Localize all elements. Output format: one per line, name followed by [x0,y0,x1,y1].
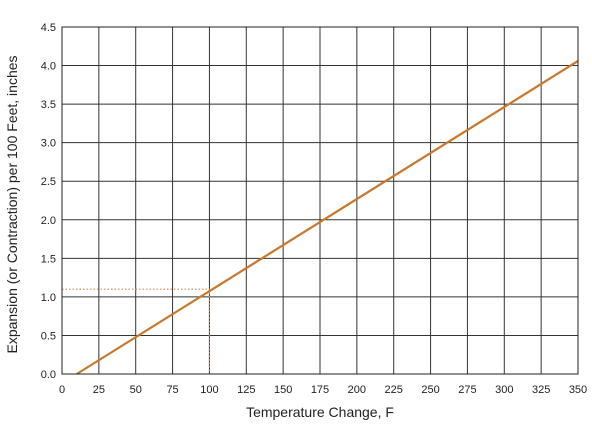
x-tick-label: 150 [274,384,292,396]
x-tick-label: 225 [385,384,403,396]
reference-lines [62,288,211,374]
x-tick-label: 250 [421,384,439,396]
x-tick-label: 200 [348,384,366,396]
y-axis-label: Expansion (or Contraction) per 100 Feet,… [4,55,20,353]
x-tick-label: 275 [458,384,476,396]
y-tick-label: 4.0 [41,61,56,73]
series-lines [76,59,579,375]
y-tick-label: 0.0 [41,369,56,381]
y-tick-labels: 0.0 0.5 1.0 1.5 2.0 2.5 3.0 3.5 4.0 4.5 [41,22,56,381]
plot-frame [61,26,579,375]
x-tick-label: 325 [532,384,550,396]
y-tick-label: 2.0 [41,215,56,227]
y-tick-label: 1.5 [41,253,56,265]
y-tick-label: 4.5 [41,22,56,34]
y-tick-label: 3.5 [41,99,56,111]
y-tick-label: 1.0 [41,292,56,304]
x-tick-label: 100 [200,384,218,396]
y-tick-label: 3.0 [41,138,56,150]
x-tick-label: 175 [311,384,329,396]
x-tick-label: 50 [130,384,142,396]
x-axis-label: Temperature Change, F [246,404,394,420]
y-tick-label: 0.5 [41,330,56,342]
series-line [76,59,579,375]
x-tick-label: 300 [495,384,513,396]
gridlines [62,27,578,374]
x-tick-label: 0 [59,384,65,396]
y-tick-label: 2.5 [41,176,56,188]
x-tick-label: 75 [166,384,178,396]
x-tick-label: 25 [93,384,105,396]
x-tick-labels: 0 25 50 75 100 125 150 175 200 225 250 275 300 325 350 [59,384,587,396]
x-tick-label: 350 [569,384,587,396]
x-tick-label: 125 [237,384,255,396]
